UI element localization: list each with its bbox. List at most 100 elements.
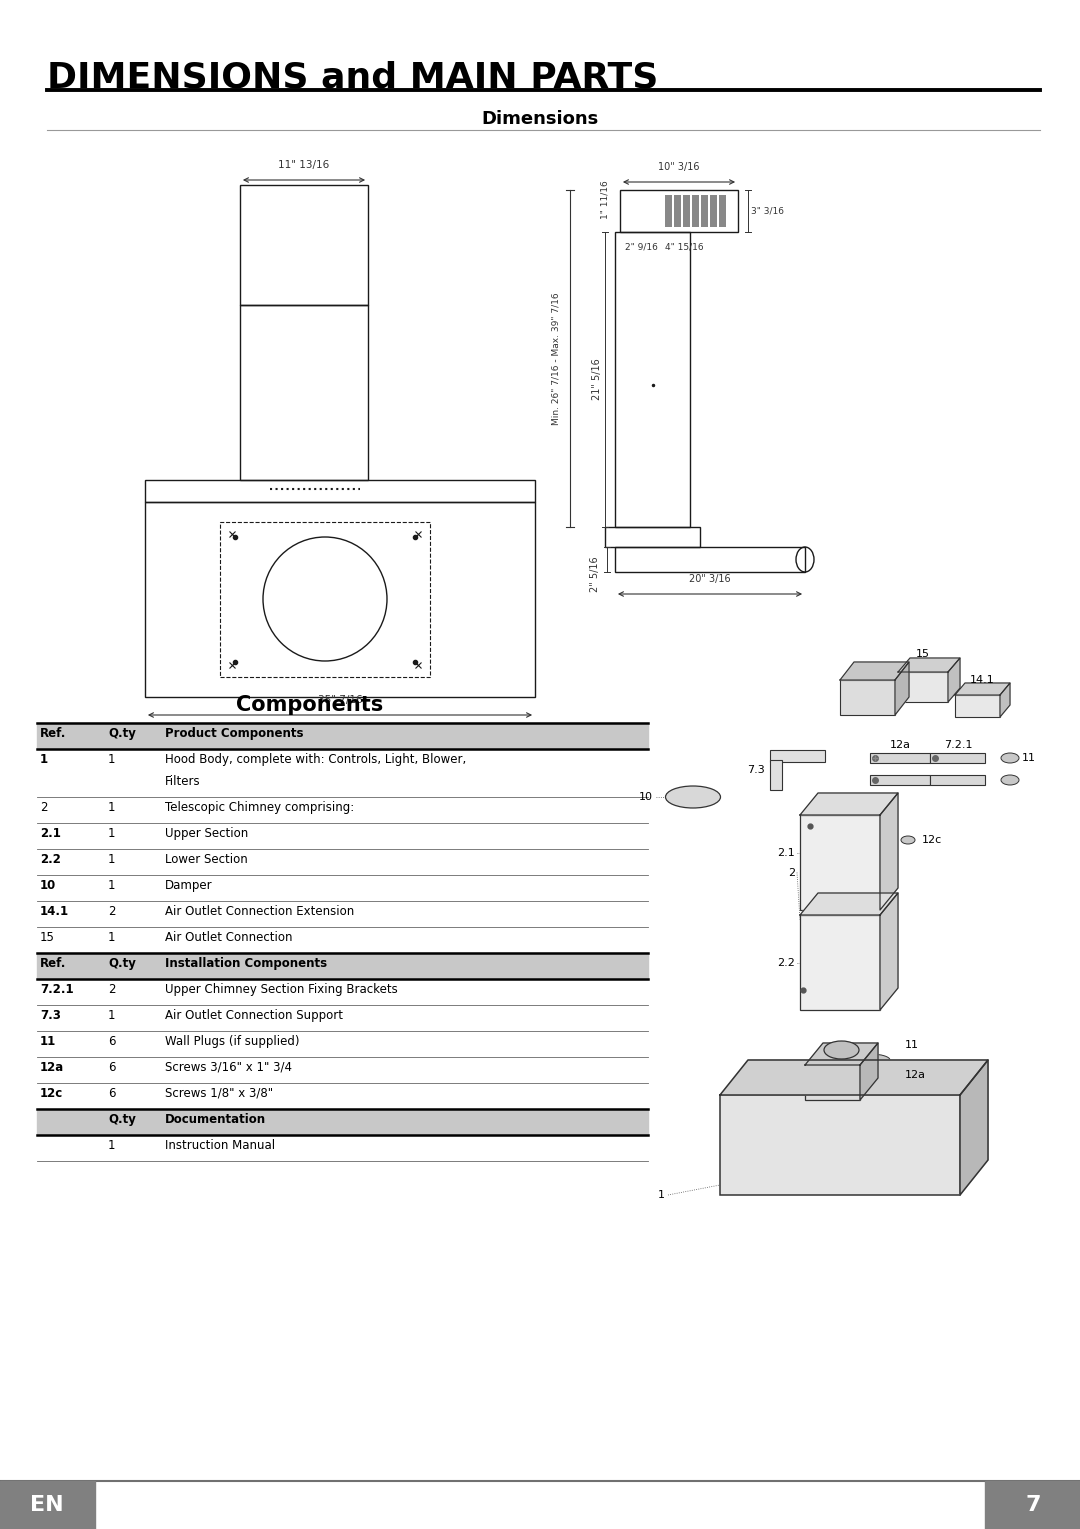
Text: Filters: Filters [165,775,201,787]
Text: 11: 11 [905,1040,919,1050]
Polygon shape [948,657,960,702]
Text: 15: 15 [916,648,930,659]
Text: 4" 15/16: 4" 15/16 [665,242,704,251]
Polygon shape [897,657,960,673]
Polygon shape [960,1060,988,1196]
Bar [615,547,805,572]
Text: 21" 5/16: 21" 5/16 [592,359,602,401]
Bar [955,696,1000,717]
Text: Screws 1/8" x 3/8": Screws 1/8" x 3/8" [165,1087,273,1099]
Text: EN: EN [30,1495,64,1515]
Text: 2: 2 [108,983,116,995]
Bar [605,528,700,547]
Text: 12a: 12a [40,1061,64,1073]
Text: Instruction Manual: Instruction Manual [165,1139,275,1151]
Polygon shape [720,1060,988,1095]
Text: DIMENSIONS and MAIN PARTS: DIMENSIONS and MAIN PARTS [48,60,659,93]
Bar [240,304,368,480]
Ellipse shape [1001,775,1020,784]
Text: 2: 2 [788,867,795,878]
Bar [240,185,368,304]
Bar [683,196,690,226]
Polygon shape [880,893,897,1011]
Bar [692,196,699,226]
Text: 6: 6 [108,1035,116,1047]
Polygon shape [800,794,897,815]
Text: 2: 2 [108,905,116,917]
Text: 14.1: 14.1 [40,905,69,917]
Bar [897,673,948,702]
Bar [665,196,672,226]
Text: Installation Components: Installation Components [165,957,327,969]
Text: Air Outlet Connection: Air Outlet Connection [165,931,293,943]
Polygon shape [895,662,909,716]
Text: 1: 1 [108,801,116,813]
Text: 2.2: 2.2 [778,957,795,968]
Text: Wall Plugs (if supplied): Wall Plugs (if supplied) [165,1035,299,1047]
Text: Telescopic Chimney comprising:: Telescopic Chimney comprising: [165,801,354,813]
Ellipse shape [665,786,720,807]
Text: 1: 1 [108,879,116,891]
Bar [800,815,880,910]
Bar [0,1482,95,1529]
Ellipse shape [824,1041,859,1060]
Text: 10: 10 [40,879,56,891]
Text: 12a: 12a [905,1070,926,1079]
Polygon shape [955,683,1010,696]
Text: Hood Body, complete with: Controls, Light, Blower,: Hood Body, complete with: Controls, Ligh… [165,752,467,766]
Text: Upper Section: Upper Section [165,827,248,839]
Text: Upper Chimney Section Fixing Brackets: Upper Chimney Section Fixing Brackets [165,983,397,995]
Text: 10: 10 [639,792,653,803]
Text: Ref.: Ref. [40,726,66,740]
Text: 3" 3/16: 3" 3/16 [751,206,784,216]
Text: 10" 3/16: 10" 3/16 [658,162,700,171]
Text: 1: 1 [658,1190,665,1200]
Bar [870,775,930,784]
Bar [37,953,648,979]
Text: 2.2: 2.2 [40,853,60,865]
Text: Components: Components [237,696,383,716]
Text: Q.ty: Q.ty [108,726,136,740]
Text: 7: 7 [1025,1495,1041,1515]
Text: 14.1: 14.1 [970,674,995,685]
Text: 6: 6 [108,1061,116,1073]
Text: 2" 5/16: 2" 5/16 [590,557,600,592]
Text: 12c: 12c [40,1087,64,1099]
Bar [805,1066,860,1099]
Text: 1: 1 [108,931,116,943]
Polygon shape [880,794,897,910]
Text: Ref.: Ref. [40,957,66,969]
Text: 20" 3/16: 20" 3/16 [689,573,731,584]
Text: 1: 1 [108,1009,116,1021]
Text: 2.1: 2.1 [778,847,795,858]
Bar [220,521,430,677]
Polygon shape [805,1043,878,1066]
Polygon shape [800,893,897,914]
Ellipse shape [850,1053,890,1066]
Bar [720,1095,960,1196]
Text: Q.ty: Q.ty [108,957,136,969]
Bar [701,196,708,226]
Ellipse shape [901,836,915,844]
Bar [37,1109,648,1135]
Text: 11" 13/16: 11" 13/16 [279,161,329,170]
Bar [719,196,726,226]
Polygon shape [840,662,909,680]
Text: 7.3: 7.3 [40,1009,60,1021]
Bar [145,480,535,502]
Text: 1: 1 [108,752,116,766]
Text: 11: 11 [1022,752,1036,763]
Polygon shape [1000,683,1010,717]
Bar [770,751,825,761]
Text: Q.ty: Q.ty [108,1113,136,1125]
Bar [770,760,782,790]
Text: 2" 9/16: 2" 9/16 [625,242,658,251]
Bar [930,775,985,784]
Text: 1: 1 [108,827,116,839]
Text: Damper: Damper [165,879,213,891]
Text: Dimensions: Dimensions [482,110,598,128]
Text: 12a: 12a [890,740,910,751]
Text: 7.2.1: 7.2.1 [944,740,972,751]
Text: Min. 26" 7/16 - Max. 39" 7/16: Min. 26" 7/16 - Max. 39" 7/16 [552,292,561,425]
Text: Air Outlet Connection Extension: Air Outlet Connection Extension [165,905,354,917]
